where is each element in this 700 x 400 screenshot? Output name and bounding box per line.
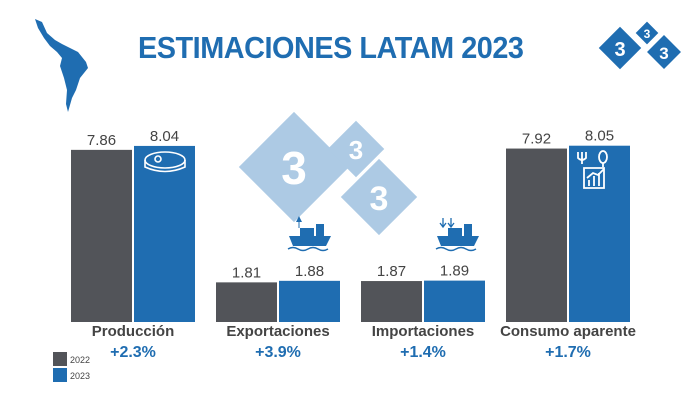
- data-label-2022-1: 1.81: [232, 264, 261, 281]
- bar-2023-3: [569, 145, 630, 322]
- legend-label-2022: 2022: [70, 355, 91, 365]
- legend-label-2023: 2023: [70, 371, 91, 381]
- data-label-2023-0: 8.04: [150, 128, 179, 145]
- data-label-2022-2: 1.87: [377, 263, 406, 280]
- data-label-2023-3: 8.05: [585, 128, 614, 145]
- page-title: ESTIMACIONES LATAM 2023: [138, 30, 524, 65]
- bar-2023-0: [134, 145, 195, 322]
- data-label-2022-0: 7.86: [87, 132, 116, 149]
- import-ship-icon: [435, 218, 479, 252]
- watermark-logo-icon: 3 3 3: [238, 111, 418, 236]
- svg-text:3: 3: [659, 44, 668, 63]
- bar-2022-3: [506, 148, 567, 322]
- bar-2023-1: [279, 280, 340, 322]
- export-ship-icon: [287, 216, 331, 252]
- bar-2022-0: [71, 149, 132, 322]
- svg-text:3: 3: [281, 142, 307, 194]
- data-label-2022-3: 7.92: [522, 131, 551, 148]
- category-label: Consumo aparente: [500, 323, 636, 340]
- svg-text:3: 3: [644, 27, 651, 41]
- change-percent: +1.7%: [545, 344, 591, 361]
- data-label-2023-1: 1.88: [295, 263, 324, 280]
- category-label: Producción: [91, 323, 175, 340]
- data-label-2023-2: 1.89: [440, 263, 469, 280]
- legend-swatch-2023: [53, 368, 67, 382]
- change-percent: +3.9%: [255, 344, 301, 361]
- category-label: Exportaciones: [226, 323, 330, 340]
- svg-text:3: 3: [370, 180, 389, 218]
- bar-2022-2: [361, 281, 422, 322]
- svg-text:3: 3: [349, 135, 363, 165]
- category-label: Importaciones: [371, 323, 475, 340]
- latin-america-map-icon: [35, 19, 88, 112]
- bar-2022-1: [216, 282, 277, 322]
- change-percent: +2.3%: [110, 344, 156, 361]
- consumption-icon: [577, 150, 608, 189]
- meat-icon: [144, 151, 186, 173]
- legend-swatch-2022: [53, 352, 67, 366]
- logo-333-icon: 3 3 3: [598, 21, 681, 70]
- change-percent: +1.4%: [400, 344, 446, 361]
- bar-2023-2: [424, 280, 485, 322]
- svg-text:3: 3: [614, 39, 625, 61]
